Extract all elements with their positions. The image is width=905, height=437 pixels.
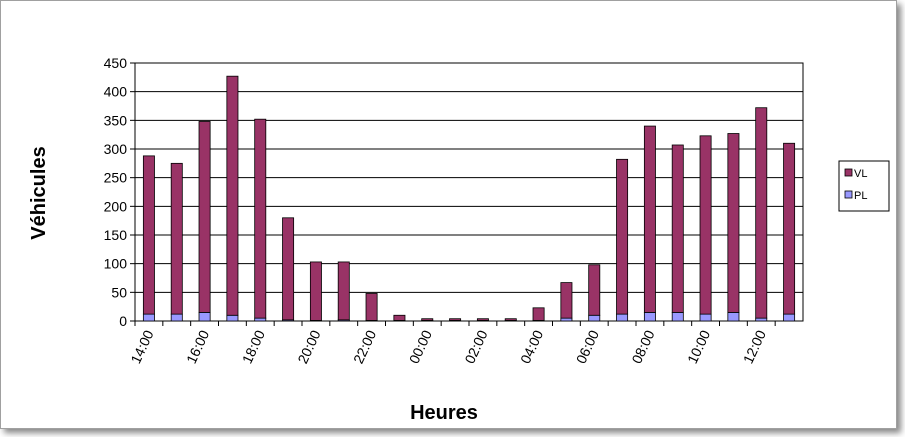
x-tick-label: 14:00 [127, 327, 156, 366]
x-tick-label: 18:00 [239, 327, 268, 366]
bar-segment [254, 317, 267, 322]
bar-segment [616, 313, 629, 322]
bar-segment [449, 318, 462, 321]
bar-segment [643, 311, 656, 322]
bar-segment [198, 311, 211, 322]
bar-segment [226, 314, 239, 322]
bar-segment [588, 314, 601, 322]
x-tick-label: 12:00 [740, 327, 769, 366]
bar-segment [309, 261, 322, 321]
bar-segment [254, 118, 267, 319]
y-tick-label: 150 [104, 227, 128, 243]
y-tick-label: 300 [104, 141, 128, 157]
x-tick-label: 00:00 [406, 327, 435, 366]
bar-segment [643, 125, 656, 313]
x-axis-label: Heures [410, 402, 478, 424]
bar-segment [783, 142, 796, 315]
bar-segment [616, 158, 629, 315]
bar-segment [393, 314, 406, 321]
y-tick-label: 350 [104, 112, 128, 128]
x-tick-label: 04:00 [517, 327, 546, 366]
bar-segment [671, 311, 684, 322]
bar-segment [476, 318, 489, 321]
bar-segment [783, 313, 796, 322]
bar-segment [365, 293, 378, 321]
y-axis-label: Véhicules [28, 146, 50, 239]
bar-segment [699, 313, 712, 322]
bar-segment [282, 217, 295, 321]
bar-segment [755, 317, 768, 322]
bar-segment [560, 282, 573, 319]
y-tick-label: 400 [104, 84, 128, 100]
legend-label: VL [854, 168, 867, 180]
bar-segment [671, 144, 684, 313]
bar-segment [170, 162, 183, 315]
bar-segment [727, 311, 740, 322]
x-tick-label: 10:00 [684, 327, 713, 366]
legend-swatch [844, 190, 853, 199]
window: Heures Véhicules 0 50 100 150 200 250 300 350 40… [0, 0, 897, 429]
x-tick-label: 08:00 [628, 327, 657, 366]
plot-area [135, 63, 803, 321]
chart: Heures Véhicules 0 50 100 150 200 250 300 350 40… [28, 55, 890, 424]
bar-segment [504, 318, 517, 321]
bar-segment [226, 75, 239, 316]
y-tick-label: 250 [104, 170, 128, 186]
bar-segment [755, 107, 768, 319]
y-tick-label: 50 [111, 284, 127, 300]
y-tick-label: 450 [104, 55, 128, 71]
bar-segment [699, 135, 712, 315]
bar-segment [421, 318, 434, 321]
bar-segment [727, 133, 740, 313]
y-tick-label: 100 [104, 256, 128, 272]
legend-label: PL [854, 190, 867, 202]
x-tick-label: 20:00 [294, 327, 323, 366]
bar-segment [588, 264, 601, 316]
x-tick-label: 06:00 [573, 327, 602, 366]
bar-segment [198, 121, 211, 313]
bar-segment [142, 155, 155, 315]
bar-segment [532, 307, 545, 321]
bar-segment [170, 313, 183, 322]
x-tick-label: 16:00 [183, 327, 212, 366]
bar-segment [142, 313, 155, 322]
legend-swatch [844, 168, 853, 177]
x-tick-label: 02:00 [461, 327, 490, 366]
y-tick-label: 200 [104, 198, 128, 214]
y-tick-label: 0 [119, 313, 127, 329]
bar-segment [560, 317, 573, 322]
x-tick-label: 22:00 [350, 327, 379, 366]
bar-segment [337, 261, 350, 321]
